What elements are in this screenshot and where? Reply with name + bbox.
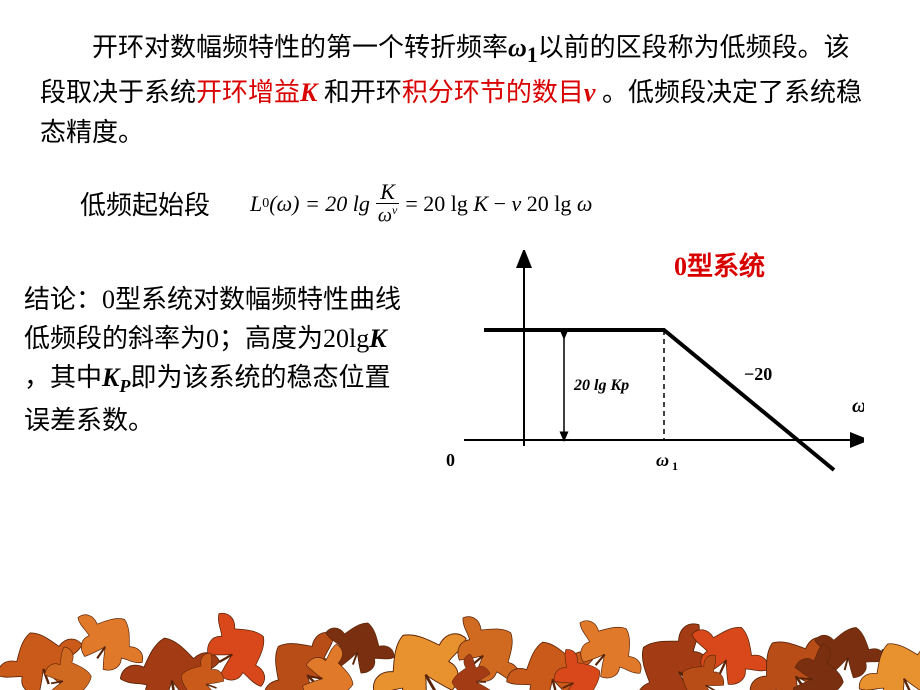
L: L [250,191,262,217]
omega1-sub: 1 [527,43,538,67]
Kp-sub: P [119,376,130,396]
label-lowfreq-start: 低频起始段 [80,185,210,222]
svg-text:20 lg Kp: 20 lg Kp [573,377,629,394]
txt: 和开环 [324,78,402,107]
num: K [376,181,399,204]
den-sup: v [392,203,397,217]
K: K [300,78,324,107]
t: = 20 lg [405,191,473,216]
conclusion-text: 结论：0型系统对数幅频特性曲线低频段的斜率为0；高度为20lgK ，其中KP即为… [24,280,404,439]
den-base: ω [378,205,392,227]
fraction: K ωv [374,181,401,226]
red-gain: 开环增益 [196,78,300,107]
sub0: 0 [262,196,269,212]
formula-L0: L0(ω) = 20 lg K ωv = 20 lg K − v 20 lg ω [250,181,592,226]
v: v [584,78,602,107]
svg-text:ω: ω [656,450,669,470]
chart-area: 0型系统 20 lg Kp−20ω0ω1 [404,250,880,495]
paragraph-intro: 开环对数幅频特性的第一个转折频率ω1以前的区段称为低频段。该段取决于系统开环增益… [40,28,880,153]
t: ，其中 [24,363,102,392]
svg-text:ω: ω [852,395,864,417]
txt: 开环对数幅频特性的第一个转折频率 [92,33,508,62]
v2: v [512,191,522,216]
red-integral: 积分环节的数目 [402,78,584,107]
lower-row: 结论：0型系统对数幅频特性曲线低频段的斜率为0；高度为20lgK ，其中KP即为… [40,250,880,495]
arg: (ω) = 20 lg [269,191,370,217]
bode-chart: 20 lg Kp−20ω0ω1 [404,250,864,490]
t: 20 lg [521,191,577,216]
row-formula: 低频起始段 L0(ω) = 20 lg K ωv = 20 lg K − v 2… [40,181,880,226]
Kp: K [102,363,119,392]
svg-text:1: 1 [672,459,678,473]
t: 结论：0型系统对数幅频特性曲线低频段的斜率为0；高度为20lg [24,285,401,353]
eq2: = 20 lg K − v 20 lg ω [405,191,592,217]
page-number: 3 [880,645,892,672]
svg-text:−20: −20 [744,364,772,384]
omega1: ω [508,33,527,62]
den: ωv [374,204,401,226]
slide: 开环对数幅频特性的第一个转折频率ω1以前的区段称为低频段。该段取决于系统开环增益… [0,0,920,690]
chart-title: 0型系统 [674,246,765,283]
svg-text:0: 0 [446,450,455,470]
t: − [488,191,511,216]
K: K [369,324,386,353]
omega2: ω [577,191,593,216]
K2: K [473,191,488,216]
leaves-decoration [0,540,920,690]
